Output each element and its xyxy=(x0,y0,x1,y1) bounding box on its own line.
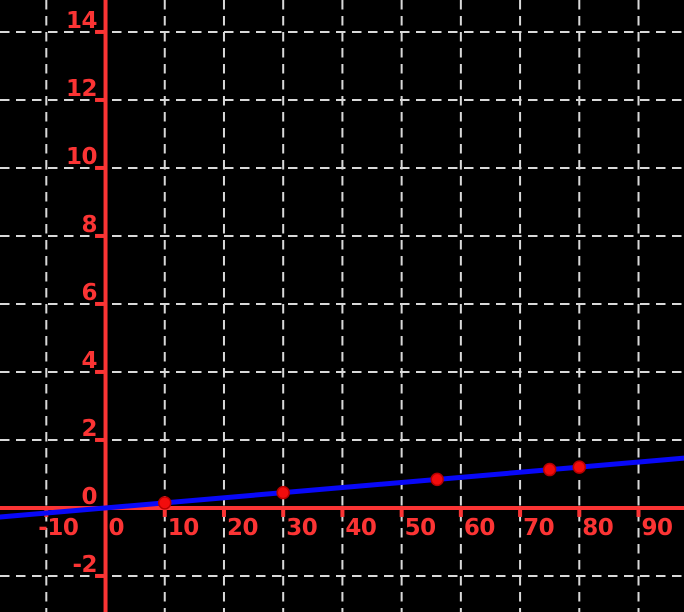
x-tick-label: 60 xyxy=(464,515,495,541)
y-tick-label: -2 xyxy=(72,552,97,578)
data-point[interactable] xyxy=(430,472,444,487)
y-tick-label: 4 xyxy=(82,348,98,374)
x-tick-label: -10 xyxy=(38,515,78,541)
function-line[interactable] xyxy=(0,455,684,520)
x-tick-label: 0 xyxy=(109,515,125,541)
data-point[interactable] xyxy=(542,462,557,477)
data-point[interactable] xyxy=(572,460,587,474)
y-tick-label: 10 xyxy=(66,144,97,170)
x-tick-label: 80 xyxy=(582,515,613,541)
x-tick-label: 20 xyxy=(227,515,258,541)
x-tick-label: 10 xyxy=(168,515,199,541)
y-tick-label: 6 xyxy=(82,280,98,306)
y-tick-label: 0 xyxy=(82,484,98,510)
y-tick-label: 8 xyxy=(82,212,98,238)
x-tick-label: 50 xyxy=(405,515,436,541)
y-tick-label: 2 xyxy=(82,416,98,442)
y-tick-label: 12 xyxy=(66,76,97,102)
y-tick-label: 14 xyxy=(66,8,97,34)
x-tick-label: 70 xyxy=(523,515,554,541)
x-tick-label: 90 xyxy=(642,515,673,541)
x-tick-label: 30 xyxy=(286,515,317,541)
data-point[interactable] xyxy=(276,485,290,500)
data-point[interactable] xyxy=(158,496,172,510)
x-tick-label: 40 xyxy=(345,515,376,541)
